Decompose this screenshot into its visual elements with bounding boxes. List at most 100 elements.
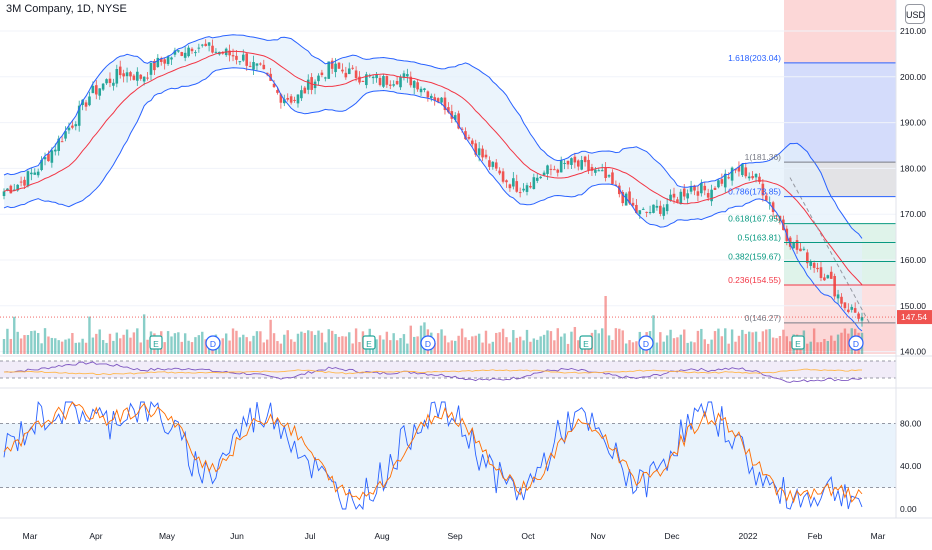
candle-body (115, 69, 119, 84)
volume-bar (577, 340, 580, 354)
candle-body (703, 185, 707, 191)
candle-body (505, 180, 508, 183)
volume-bar (26, 335, 30, 354)
candle-body (532, 177, 536, 189)
candle-body (392, 84, 395, 86)
candle-body (580, 160, 583, 170)
candle-body (129, 72, 132, 77)
volume-bar (177, 332, 180, 354)
candle-body (542, 172, 546, 176)
bollinger-band-area (4, 34, 862, 332)
price-tick-label: 180.00 (900, 163, 926, 173)
volume-bar (296, 333, 300, 354)
candle-body (358, 76, 361, 83)
candle-body (806, 252, 809, 264)
time-tick-label: 2022 (739, 531, 758, 541)
candle-body (187, 47, 190, 57)
volume-bar (515, 337, 518, 354)
time-tick-label: May (159, 531, 176, 541)
candle-body (142, 76, 146, 82)
candle-body (170, 57, 173, 60)
volume-bar (139, 342, 142, 354)
volume-bar (812, 328, 816, 354)
candle-body (303, 87, 307, 94)
candle-body (710, 189, 713, 202)
candle-body (214, 51, 218, 53)
candle-body (549, 168, 553, 170)
volume-bar (594, 329, 597, 354)
volume-bar (747, 331, 751, 354)
volume-bar (122, 334, 125, 354)
volume-bar (443, 335, 447, 354)
candle-body (159, 58, 163, 62)
candle-body (395, 81, 399, 85)
volume-bar (231, 328, 235, 354)
stoch-tick-label: 0.00 (900, 504, 917, 514)
candle-body (771, 202, 775, 213)
candle-body (447, 107, 450, 113)
candle-body (166, 56, 170, 65)
candle-body (823, 277, 826, 281)
volume-bar (341, 336, 344, 354)
stoch-band (0, 423, 896, 488)
candle-body (836, 294, 840, 299)
candle-body (573, 156, 577, 163)
candle-body (423, 88, 426, 91)
volume-bar (389, 340, 392, 354)
volume-bar (74, 342, 77, 354)
candle-body (354, 70, 358, 79)
candle-body (204, 43, 207, 47)
volume-bar (64, 339, 67, 354)
candle-body (720, 179, 724, 184)
stochastic-pane (0, 400, 896, 511)
candle-body (494, 162, 498, 169)
volume-bar (614, 328, 618, 354)
time-tick-label: Feb (808, 531, 823, 541)
candle-body (9, 185, 13, 194)
candle-body (231, 55, 235, 57)
volume-bar (840, 332, 843, 354)
candle-body (570, 158, 573, 165)
candle-body (101, 83, 105, 90)
volume-bar (378, 335, 382, 354)
earnings-marker (362, 335, 376, 350)
volume-bar (481, 342, 484, 354)
volume-bar (60, 341, 64, 354)
candle-body (190, 48, 194, 52)
volume-bar (146, 339, 149, 354)
volume-bar (16, 331, 19, 354)
candle-body (648, 212, 652, 214)
candle-body (471, 140, 474, 145)
volume-bar (9, 338, 13, 354)
candle-body (388, 84, 392, 86)
volume-bar (132, 332, 136, 354)
volume-bar (679, 334, 683, 354)
volume-bar (119, 338, 122, 354)
fib-level-label: 0.382(159.67) (728, 252, 781, 262)
volume-bar (334, 334, 337, 354)
candle-body (26, 171, 30, 187)
volume-bar (775, 338, 778, 354)
candle-body (153, 60, 156, 71)
candle-body (853, 308, 857, 313)
volume-bar (665, 335, 669, 354)
candle-body (723, 173, 727, 188)
candle-body (645, 211, 648, 213)
volume-bar (734, 341, 737, 354)
candle-body (566, 160, 570, 165)
candle-body (669, 194, 672, 201)
candle-body (826, 275, 830, 279)
candle-body (535, 177, 539, 181)
currency-button[interactable]: USD (905, 4, 925, 24)
volume-bar (71, 333, 74, 354)
candle-body (635, 204, 638, 214)
volume-bar (836, 334, 840, 354)
volume-bar (457, 335, 460, 354)
candle-body (361, 80, 365, 82)
candle-body (77, 105, 81, 126)
volume-bar (724, 328, 727, 354)
candle-body (553, 169, 556, 171)
candle-body (252, 62, 255, 70)
candle-body (816, 267, 819, 270)
